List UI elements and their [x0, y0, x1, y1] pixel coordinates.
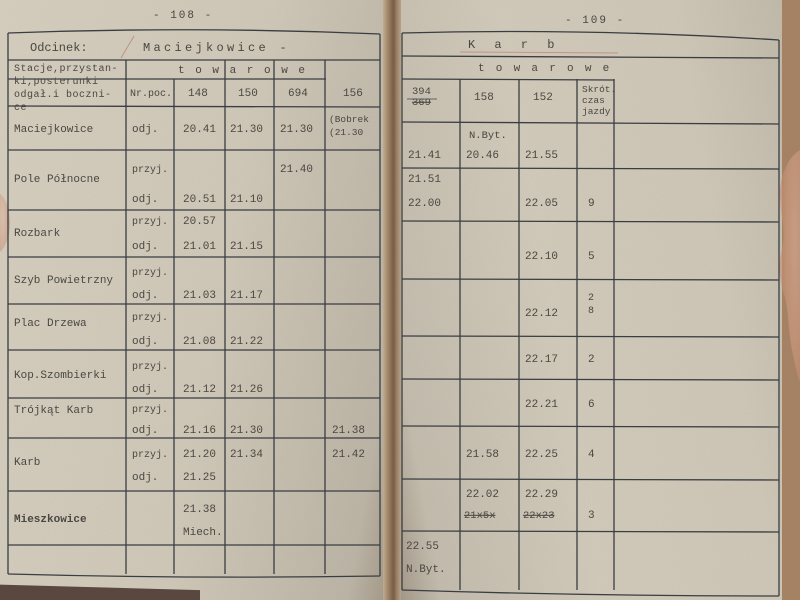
svg-text:148: 148 [188, 88, 208, 100]
svg-text:t o w a r o w e: t o w a r o w e [478, 63, 612, 75]
svg-text:22x23: 22x23 [523, 510, 555, 522]
svg-text:przyj.: przyj. [132, 216, 168, 228]
svg-text:5: 5 [588, 251, 595, 263]
svg-text:przyj.: przyj. [132, 449, 168, 461]
svg-text:21.25: 21.25 [183, 472, 216, 484]
svg-text:odj.: odj. [132, 472, 158, 484]
svg-text:przyj.: przyj. [132, 361, 168, 373]
svg-text:odj.: odj. [132, 336, 158, 348]
svg-text:odj.: odj. [132, 425, 158, 437]
svg-text:21.01: 21.01 [183, 241, 216, 253]
svg-text:22.21: 22.21 [525, 399, 558, 411]
svg-text:21.08: 21.08 [183, 336, 216, 348]
svg-text:Maciejkowice: Maciejkowice [14, 124, 93, 136]
svg-text:Pole Północne: Pole Północne [14, 174, 100, 186]
svg-text:2: 2 [588, 293, 594, 304]
svg-text:21.51: 21.51 [408, 174, 441, 186]
svg-text:Maciejkowice -: Maciejkowice - [143, 41, 290, 55]
svg-text:22.10: 22.10 [525, 251, 558, 263]
svg-text:156: 156 [343, 88, 363, 100]
svg-text:158: 158 [474, 92, 494, 104]
svg-text:N.Byt.: N.Byt. [406, 564, 446, 576]
svg-text:21.41: 21.41 [408, 150, 441, 162]
svg-text:21.30: 21.30 [230, 124, 263, 136]
svg-text:- 109 -: - 109 - [565, 15, 625, 27]
svg-text:21.30: 21.30 [280, 124, 313, 136]
svg-text:6: 6 [588, 399, 595, 411]
svg-text:9: 9 [588, 198, 595, 210]
svg-text:152: 152 [533, 92, 553, 104]
svg-text:Kop.Szombierki: Kop.Szombierki [14, 370, 107, 382]
svg-text:21.38: 21.38 [332, 425, 365, 437]
svg-text:- 108 -: - 108 - [153, 10, 213, 22]
svg-text:8: 8 [588, 306, 594, 317]
svg-text:21.55: 21.55 [525, 150, 558, 162]
svg-text:21.12: 21.12 [183, 384, 216, 396]
svg-text:21.26: 21.26 [230, 384, 263, 396]
svg-text:odgał.i boczni-: odgał.i boczni- [14, 89, 112, 101]
svg-text:Rozbark: Rozbark [14, 228, 61, 240]
svg-text:21.38: 21.38 [183, 504, 216, 516]
svg-text:21.58: 21.58 [466, 449, 499, 461]
svg-text:przyj.: przyj. [132, 404, 168, 416]
svg-text:Skrót.: Skrót. [582, 84, 616, 95]
svg-text:3: 3 [588, 510, 595, 522]
svg-text:czas: czas [582, 95, 605, 106]
svg-text:Trójkąt Karb: Trójkąt Karb [14, 405, 93, 417]
svg-text:20.51: 20.51 [183, 194, 216, 206]
svg-text:4: 4 [588, 449, 595, 461]
svg-text:21.10: 21.10 [230, 194, 263, 206]
svg-text:Miech.: Miech. [183, 527, 223, 539]
svg-text:przyj.: przyj. [132, 164, 168, 176]
svg-text:odj.: odj. [132, 241, 158, 253]
svg-text:Mieszkowice: Mieszkowice [14, 514, 87, 526]
svg-text:22.25: 22.25 [525, 449, 558, 461]
svg-text:21.03: 21.03 [183, 290, 216, 302]
svg-text:odj.: odj. [132, 290, 158, 302]
svg-text:2: 2 [588, 354, 595, 366]
svg-text:20.57: 20.57 [183, 216, 216, 228]
svg-text:ce: ce [14, 103, 27, 114]
svg-text:21.42: 21.42 [332, 449, 365, 461]
svg-text:Nr.poc.: Nr.poc. [130, 89, 172, 100]
svg-text:Karb: Karb [14, 457, 40, 469]
svg-text:jazdy: jazdy [582, 106, 611, 117]
svg-text:21.30: 21.30 [230, 425, 263, 437]
svg-text:Odcinek:: Odcinek: [30, 41, 88, 55]
svg-text:N.Byt.: N.Byt. [469, 130, 507, 142]
svg-text:21.17: 21.17 [230, 290, 263, 302]
svg-text:(21.30: (21.30 [329, 127, 364, 138]
svg-text:Szyb Powietrzny: Szyb Powietrzny [14, 275, 113, 287]
svg-text:przyj.: przyj. [132, 312, 168, 324]
svg-text:odj.: odj. [132, 194, 158, 206]
svg-text:20.46: 20.46 [466, 150, 499, 162]
svg-text:21.20: 21.20 [183, 449, 216, 461]
svg-text:21x5x: 21x5x [464, 510, 496, 522]
svg-text:odj.: odj. [132, 124, 158, 136]
svg-text:22.05: 22.05 [525, 198, 558, 210]
svg-text:20.41: 20.41 [183, 124, 216, 136]
svg-text:t o w a r o w e: t o w a r o w e [178, 65, 307, 77]
svg-text:Plac Drzewa: Plac Drzewa [14, 318, 87, 330]
svg-text:Stacje,przystan-: Stacje,przystan- [14, 63, 118, 75]
svg-text:22.29: 22.29 [525, 489, 558, 501]
svg-text:694: 694 [288, 88, 308, 100]
svg-text:22.55: 22.55 [406, 541, 439, 553]
svg-text:(Bobrek: (Bobrek [329, 114, 369, 125]
svg-text:22.12: 22.12 [525, 308, 558, 320]
svg-text:21.15: 21.15 [230, 241, 263, 253]
svg-text:22.00: 22.00 [408, 198, 441, 210]
svg-text:21.22: 21.22 [230, 336, 263, 348]
svg-text:21.40: 21.40 [280, 164, 313, 176]
svg-text:150: 150 [238, 88, 258, 100]
svg-text:ki,posterunki: ki,posterunki [14, 76, 99, 88]
svg-text:odj.: odj. [132, 384, 158, 396]
svg-text:22.17: 22.17 [525, 354, 558, 366]
svg-text:K a r b: K a r b [468, 38, 560, 52]
svg-text:przyj.: przyj. [132, 267, 168, 279]
svg-text:21.16: 21.16 [183, 425, 216, 437]
svg-text:21.34: 21.34 [230, 449, 263, 461]
svg-text:22.02: 22.02 [466, 489, 499, 501]
